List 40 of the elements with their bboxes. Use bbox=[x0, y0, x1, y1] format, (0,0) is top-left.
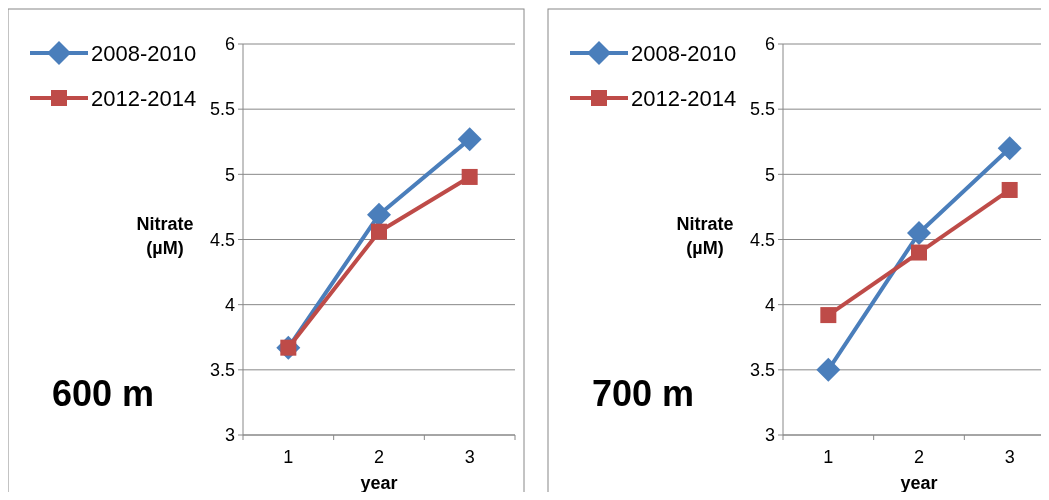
point bbox=[911, 244, 927, 261]
legend-label: 2012-2014 bbox=[91, 85, 197, 111]
x-tick-label: 2 bbox=[913, 447, 925, 467]
y-tick-label: 4 bbox=[764, 294, 775, 315]
x-tick-label: 1 bbox=[823, 447, 834, 467]
x-axis-title: year bbox=[900, 473, 938, 493]
y-tick-label: 5 bbox=[764, 164, 775, 185]
y-tick-label: 5 bbox=[224, 164, 235, 185]
y-tick-label: 6 bbox=[224, 34, 235, 55]
y-tick-label: 3.5 bbox=[209, 360, 235, 381]
y-tick-label: 5.5 bbox=[209, 99, 235, 120]
y-tick-label: 3 bbox=[764, 425, 775, 446]
point bbox=[907, 220, 931, 245]
legend-label: 2012-2014 bbox=[631, 85, 737, 111]
point bbox=[820, 307, 837, 324]
x-tick-label: 3 bbox=[1004, 447, 1015, 467]
legend-label: 2008-2010 bbox=[631, 40, 737, 66]
y-tick-label: 4.5 bbox=[209, 229, 235, 250]
legend-label: 2008-2010 bbox=[91, 40, 197, 66]
x-axis-title: year bbox=[360, 473, 398, 493]
point bbox=[367, 202, 391, 227]
y-tick-label: 4 bbox=[224, 294, 235, 315]
y-tick-label: 5.5 bbox=[749, 99, 775, 120]
point bbox=[461, 168, 478, 185]
y-tick-label: 3 bbox=[224, 425, 235, 446]
point bbox=[371, 223, 387, 240]
text: 600 m bbox=[51, 373, 155, 414]
y-axis-title: Nitrate (µM) bbox=[676, 214, 734, 258]
x-tick-label: 2 bbox=[373, 447, 385, 467]
text: 700 m bbox=[591, 373, 695, 414]
point bbox=[457, 127, 482, 152]
y-tick-label: 4.5 bbox=[749, 229, 775, 250]
point bbox=[997, 136, 1022, 161]
y-tick-label: 3.5 bbox=[749, 360, 775, 381]
x-tick-label: 1 bbox=[283, 447, 294, 467]
point bbox=[816, 357, 841, 382]
point bbox=[1001, 181, 1018, 198]
y-axis-title: Nitrate (µM) bbox=[136, 214, 194, 258]
x-tick-label: 3 bbox=[464, 447, 475, 467]
y-tick-label: 6 bbox=[764, 34, 775, 55]
